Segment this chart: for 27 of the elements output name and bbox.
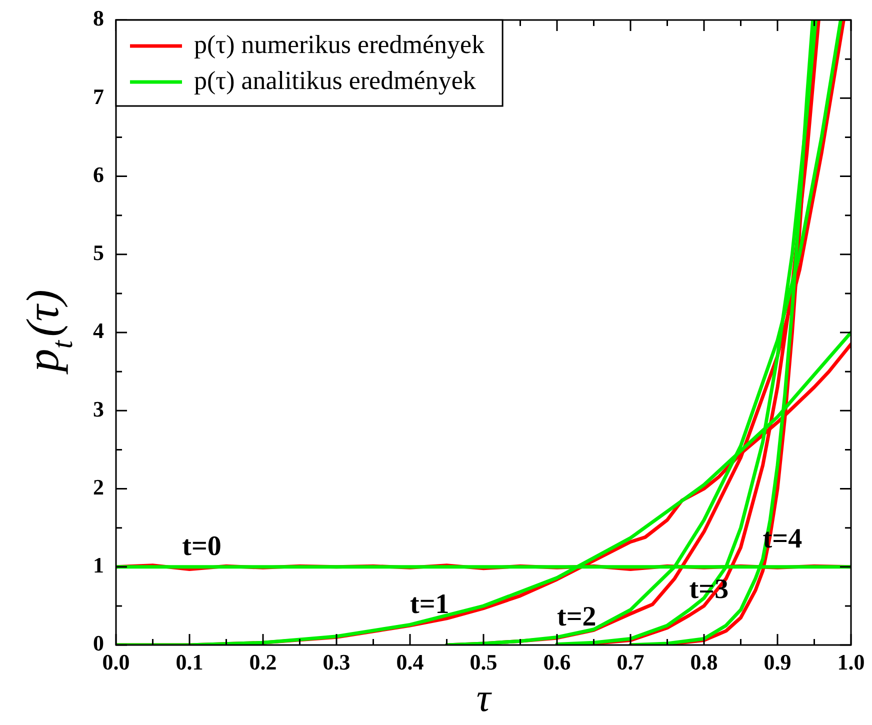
x-axis-title: τ (476, 675, 492, 720)
legend-label: p(τ) analitikus eredmények (194, 66, 476, 95)
y-tick-label: 7 (93, 84, 104, 109)
x-tick-label: 0.5 (470, 650, 498, 675)
legend-label: p(τ) numerikus eredmények (194, 30, 485, 59)
x-tick-label: 0.2 (249, 650, 277, 675)
y-tick-label: 0 (93, 630, 104, 656)
x-tick-label: 0.0 (102, 650, 130, 675)
y-tick-label: 3 (93, 396, 104, 422)
x-tick-label: 0.7 (616, 650, 644, 675)
x-tick-label: 1.0 (837, 650, 865, 675)
x-tick-label: 0.4 (396, 650, 424, 675)
y-tick-label: 6 (93, 162, 104, 187)
x-tick-label: 0.8 (690, 650, 718, 675)
y-tick-label: 4 (93, 318, 104, 344)
y-tick-label: 5 (93, 240, 104, 266)
annotation: t=0 (182, 531, 222, 562)
x-tick-label: 0.9 (764, 650, 792, 675)
y-tick-label: 2 (93, 474, 104, 500)
y-axis-title: pt(τ) (17, 290, 79, 375)
x-tick-label: 0.1 (176, 650, 204, 675)
y-tick-label: 8 (93, 6, 104, 31)
y-tick-label: 1 (93, 552, 104, 578)
annotation: t=2 (557, 601, 596, 632)
x-tick-label: 0.3 (322, 650, 350, 675)
annotation: t=1 (410, 588, 450, 620)
x-tick-label: 0.6 (543, 650, 571, 675)
